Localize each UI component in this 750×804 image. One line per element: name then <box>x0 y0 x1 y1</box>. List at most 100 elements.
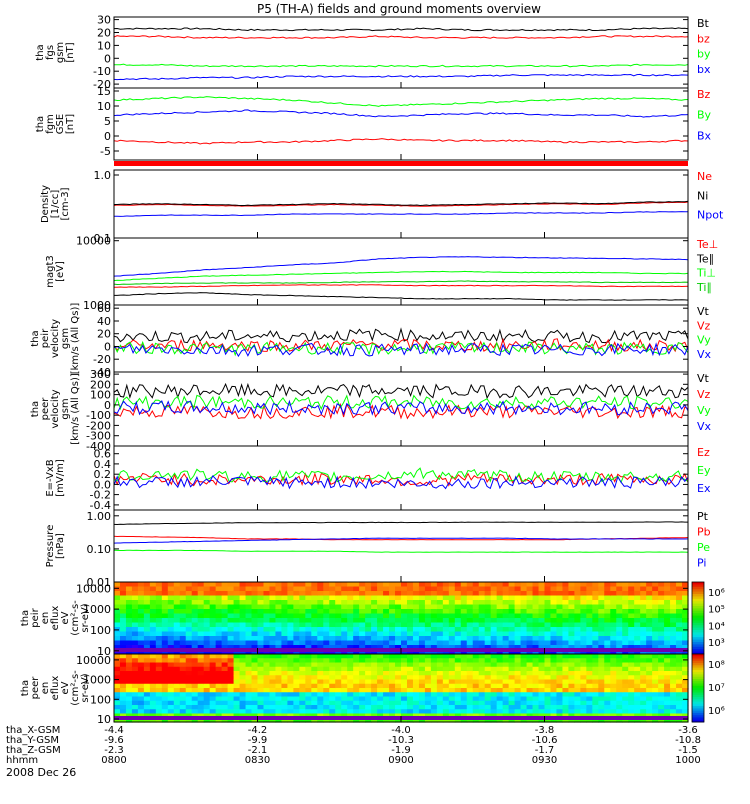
heatmap-cell <box>658 654 665 659</box>
heatmap-cell <box>239 627 247 633</box>
heatmap-cell <box>508 700 516 706</box>
heatmap-cell <box>424 640 432 646</box>
heatmap-cell <box>293 671 300 676</box>
heatmap-cell <box>574 600 581 606</box>
heatmap-cell <box>167 658 175 664</box>
heatmap-cell <box>245 586 253 592</box>
heatmap-cell <box>167 692 175 698</box>
legend-entry: Ni <box>697 189 708 202</box>
heatmap-cell <box>436 683 444 689</box>
heatmap-cell <box>430 649 438 655</box>
heatmap-cell <box>137 709 145 715</box>
heatmap-cell <box>598 627 605 633</box>
heatmap-cell <box>143 705 151 710</box>
heatmap-cell <box>556 666 564 672</box>
heatmap-cell <box>646 649 653 655</box>
heatmap-cell <box>454 600 462 606</box>
heatmap-cell <box>682 631 689 637</box>
heatmap-cell <box>305 622 312 628</box>
heatmap-cell <box>592 604 599 610</box>
heatmap-cell <box>490 582 498 588</box>
heatmap-cell <box>299 675 306 681</box>
heatmap-cell <box>389 683 396 689</box>
heatmap-cell <box>526 604 534 610</box>
heatmap-cell <box>526 705 534 710</box>
heatmap-cell <box>568 586 575 592</box>
heatmap-cell <box>263 622 271 628</box>
y-tick-label: 10000 <box>76 582 111 595</box>
heatmap-cell <box>676 658 683 664</box>
heatmap-cell <box>418 586 426 592</box>
heatmap-cell <box>520 713 528 719</box>
heatmap-cell <box>281 688 288 693</box>
heatmap-cell <box>341 640 348 646</box>
heatmap-cell <box>269 627 277 633</box>
heatmap-cell <box>293 627 300 633</box>
heatmap-cell <box>574 696 581 702</box>
heatmap-cell <box>203 627 211 633</box>
heatmap-cell <box>329 679 336 685</box>
heatmap-cell <box>323 692 330 698</box>
heatmap-cell <box>131 679 139 685</box>
heatmap-cell <box>179 613 187 619</box>
heatmap-cell <box>538 717 546 723</box>
heatmap-cell <box>610 713 617 719</box>
heatmap-cell <box>592 705 599 710</box>
y-axis-label: peir <box>30 607 41 627</box>
heatmap-cell <box>502 618 510 624</box>
heatmap-cell <box>586 696 593 702</box>
heatmap-cell <box>239 683 247 689</box>
heatmap-cell <box>293 645 300 651</box>
heatmap-cell <box>682 709 689 715</box>
heatmap-cell <box>496 640 504 646</box>
heatmap-cell <box>586 618 593 624</box>
heatmap-cell <box>114 700 121 706</box>
heatmap-cell <box>502 645 510 651</box>
heatmap-cell <box>299 717 306 723</box>
heatmap-cell <box>167 713 175 719</box>
heatmap-cell <box>436 679 444 685</box>
heatmap-cell <box>520 666 528 672</box>
heatmap-cell <box>114 636 121 642</box>
heatmap-cell <box>401 709 408 715</box>
heatmap-cell <box>155 636 163 642</box>
heatmap-cell <box>472 604 480 610</box>
heatmap-cell <box>371 679 378 685</box>
heatmap-cell <box>161 618 169 624</box>
heatmap-cell <box>131 600 139 606</box>
heatmap-cell <box>418 671 426 676</box>
heatmap-cell <box>424 705 432 710</box>
heatmap-cell <box>215 622 223 628</box>
heatmap-cell <box>550 631 558 637</box>
heatmap-cell <box>383 618 390 624</box>
heatmap-cell <box>436 609 444 615</box>
colorbar-segment <box>692 627 704 631</box>
heatmap-cell <box>460 627 468 633</box>
heatmap-cell <box>353 675 360 681</box>
heatmap-cell <box>245 675 253 681</box>
heatmap-cell <box>604 631 611 637</box>
heatmap-cell <box>652 640 659 646</box>
heatmap-cell <box>227 582 235 588</box>
colorbar-segment <box>692 610 704 614</box>
heatmap-cell <box>281 631 288 637</box>
heatmap-cell <box>341 622 348 628</box>
heatmap-cell <box>592 645 599 651</box>
heatmap-cell <box>365 717 372 723</box>
y-axis-label: fgm <box>45 114 56 134</box>
heatmap-cell <box>454 717 462 723</box>
heatmap-cell <box>161 705 169 710</box>
heatmap-cell <box>233 717 241 723</box>
heatmap-cell <box>377 649 384 655</box>
heatmap-cell <box>179 705 187 710</box>
heatmap-cell <box>293 675 300 681</box>
heatmap-cell <box>281 627 288 633</box>
legend-entry: Pe <box>697 541 710 554</box>
heatmap-cell <box>395 700 402 706</box>
heatmap-cell <box>550 683 558 689</box>
colorbar-segment <box>692 697 704 700</box>
heatmap-cell <box>418 679 426 685</box>
heatmap-cell <box>239 700 247 706</box>
heatmap-cell <box>395 595 402 601</box>
heatmap-cell <box>514 683 522 689</box>
